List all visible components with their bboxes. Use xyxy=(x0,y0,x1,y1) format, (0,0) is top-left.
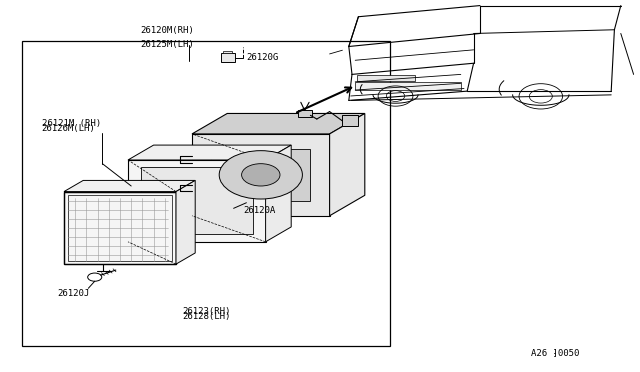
Bar xyxy=(357,75,415,81)
Circle shape xyxy=(219,151,302,199)
Text: 26120A: 26120A xyxy=(243,206,275,215)
Polygon shape xyxy=(64,180,195,192)
Text: 26120J: 26120J xyxy=(58,289,90,298)
Bar xyxy=(68,195,172,261)
Text: 26123(RH): 26123(RH) xyxy=(182,307,231,316)
Polygon shape xyxy=(128,145,291,160)
Bar xyxy=(64,192,176,264)
Polygon shape xyxy=(342,115,358,126)
Polygon shape xyxy=(330,113,365,216)
Text: 26121M (RH): 26121M (RH) xyxy=(42,119,100,128)
Circle shape xyxy=(241,164,280,186)
Bar xyxy=(141,167,253,234)
Bar xyxy=(192,134,330,216)
Text: 26120M(RH): 26120M(RH) xyxy=(141,26,195,35)
Bar xyxy=(221,53,235,62)
Text: 26125M(LH): 26125M(LH) xyxy=(141,40,195,49)
Polygon shape xyxy=(192,113,365,134)
Bar xyxy=(298,110,312,117)
Text: A26 ⁆0050: A26 ⁆0050 xyxy=(531,348,580,357)
Bar xyxy=(22,41,390,346)
Bar xyxy=(64,192,176,264)
Text: 26120G: 26120G xyxy=(246,53,278,62)
Polygon shape xyxy=(176,180,195,264)
Text: 26128(LH): 26128(LH) xyxy=(182,312,231,321)
Polygon shape xyxy=(266,145,291,242)
Bar xyxy=(355,82,461,90)
Bar xyxy=(128,160,266,242)
Text: 26126M(LH): 26126M(LH) xyxy=(42,124,95,133)
Bar xyxy=(223,51,232,53)
Bar xyxy=(211,149,310,201)
